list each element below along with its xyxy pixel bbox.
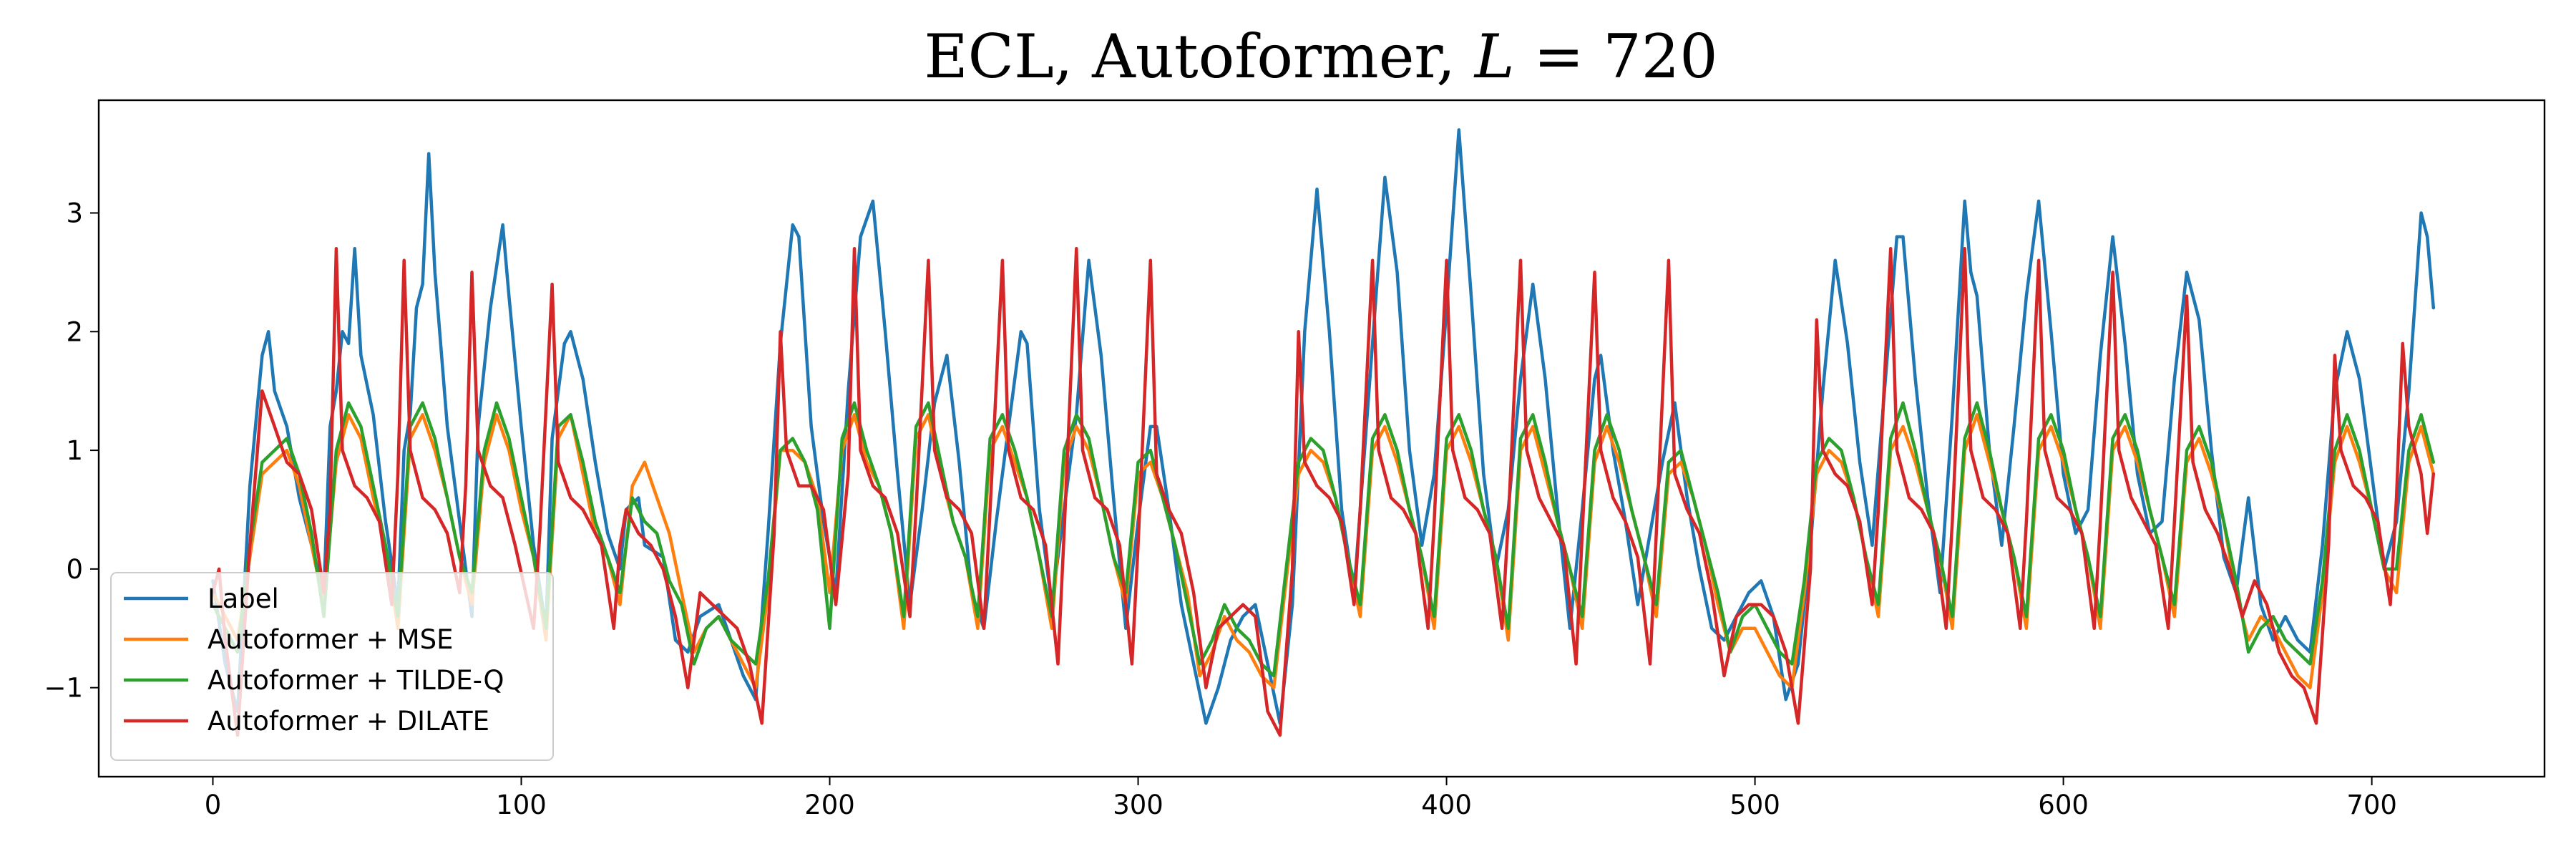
x-tick-label: 400 [1421, 790, 1472, 820]
x-tick-label: 600 [2038, 790, 2089, 820]
x-axis: 0 100 200 300 400 500 600 700 [205, 777, 2397, 820]
legend-label-0: Label [208, 583, 279, 614]
chart-title-main: ECL, Autoformer, [924, 21, 1474, 92]
legend-label-1: Autoformer + MSE [208, 624, 453, 655]
legend-box [110, 572, 554, 761]
x-tick-label: 0 [205, 790, 222, 820]
x-tick-label: 100 [496, 790, 547, 820]
series-line-3 [211, 246, 2436, 737]
chart-title: ECL, Autoformer, L = 720 [924, 21, 1717, 92]
series-layer [211, 128, 2436, 737]
y-tick-label: 2 [66, 316, 83, 347]
x-tick-label: 700 [2346, 790, 2397, 820]
plot-area-frame [97, 99, 2546, 778]
x-tick-label: 300 [1113, 790, 1163, 820]
series-line-2 [211, 401, 2436, 678]
y-tick-label: 0 [66, 554, 83, 585]
chart-title-variable: L [1473, 21, 1515, 92]
chart-title-rest: = 720 [1515, 21, 1718, 92]
legend-label-3: Autoformer + DILATE [208, 706, 489, 737]
x-tick-label: 500 [1729, 790, 1780, 820]
x-tick-label: 200 [804, 790, 855, 820]
legend: Label Autoformer + MSE Autoformer + TILDE-… [110, 572, 554, 761]
y-tick-label: 3 [66, 198, 83, 229]
y-tick-label: 1 [66, 435, 83, 466]
legend-label-2: Autoformer + TILDE-Q [208, 665, 504, 696]
y-axis: −1 0 1 2 3 [44, 198, 99, 704]
y-tick-label: −1 [44, 673, 83, 704]
